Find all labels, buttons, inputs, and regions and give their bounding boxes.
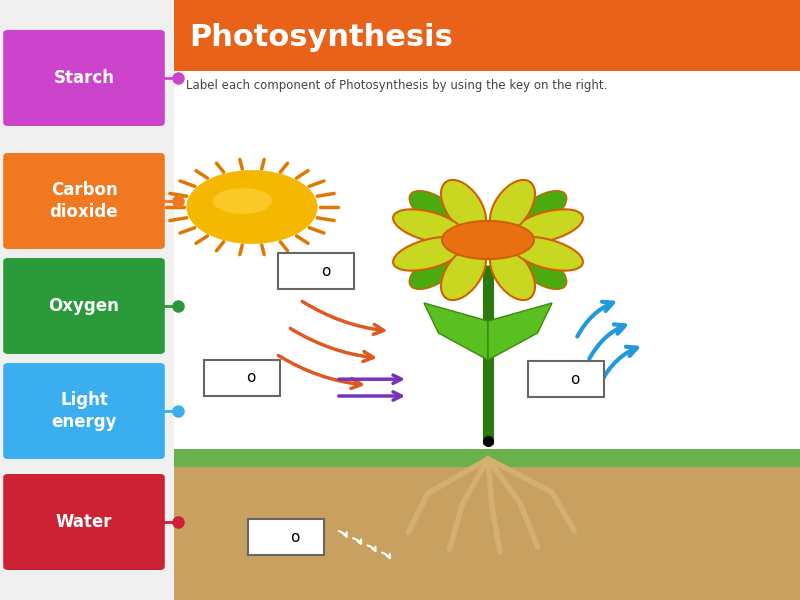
- FancyArrowPatch shape: [602, 347, 637, 382]
- FancyArrowPatch shape: [590, 325, 625, 359]
- FancyBboxPatch shape: [204, 360, 280, 396]
- Bar: [174, 456, 800, 600]
- Ellipse shape: [213, 188, 272, 214]
- Ellipse shape: [511, 209, 583, 243]
- Ellipse shape: [393, 237, 465, 271]
- FancyArrowPatch shape: [367, 545, 375, 551]
- Bar: [174, 449, 800, 467]
- Text: Oxygen: Oxygen: [49, 297, 119, 315]
- Text: o: o: [570, 371, 580, 387]
- FancyBboxPatch shape: [3, 30, 165, 126]
- FancyArrowPatch shape: [338, 375, 402, 383]
- Text: Label each component of Photosynthesis by using the key on the right.: Label each component of Photosynthesis b…: [186, 79, 608, 92]
- Ellipse shape: [514, 249, 566, 289]
- Ellipse shape: [511, 237, 583, 271]
- Ellipse shape: [410, 249, 462, 289]
- Text: o: o: [321, 263, 330, 278]
- Text: Water: Water: [56, 513, 112, 531]
- Text: o: o: [290, 529, 300, 545]
- Text: Carbon
dioxide: Carbon dioxide: [50, 181, 118, 221]
- Ellipse shape: [410, 191, 462, 231]
- FancyArrowPatch shape: [290, 328, 374, 361]
- FancyBboxPatch shape: [248, 519, 324, 555]
- Polygon shape: [488, 303, 552, 360]
- FancyArrowPatch shape: [278, 355, 362, 388]
- FancyBboxPatch shape: [3, 474, 165, 570]
- FancyArrowPatch shape: [353, 538, 361, 544]
- Text: Light
energy: Light energy: [51, 391, 117, 431]
- Ellipse shape: [441, 180, 486, 233]
- Polygon shape: [424, 303, 488, 360]
- Bar: [174, 0, 800, 71]
- Ellipse shape: [186, 170, 318, 244]
- Ellipse shape: [490, 180, 535, 233]
- Text: o: o: [246, 370, 256, 385]
- Text: Starch: Starch: [54, 69, 114, 87]
- FancyArrowPatch shape: [302, 301, 384, 334]
- FancyArrowPatch shape: [382, 553, 390, 558]
- Ellipse shape: [514, 191, 566, 231]
- FancyArrowPatch shape: [338, 392, 402, 400]
- Ellipse shape: [490, 247, 535, 300]
- FancyBboxPatch shape: [278, 253, 354, 289]
- FancyBboxPatch shape: [3, 363, 165, 459]
- Ellipse shape: [441, 247, 486, 300]
- Ellipse shape: [393, 209, 465, 243]
- Text: Photosynthesis: Photosynthesis: [189, 23, 453, 52]
- FancyBboxPatch shape: [3, 153, 165, 249]
- FancyBboxPatch shape: [528, 361, 604, 397]
- Ellipse shape: [442, 221, 534, 259]
- FancyBboxPatch shape: [3, 258, 165, 354]
- FancyArrowPatch shape: [578, 302, 613, 337]
- FancyArrowPatch shape: [338, 531, 346, 536]
- Bar: [174, 0, 800, 600]
